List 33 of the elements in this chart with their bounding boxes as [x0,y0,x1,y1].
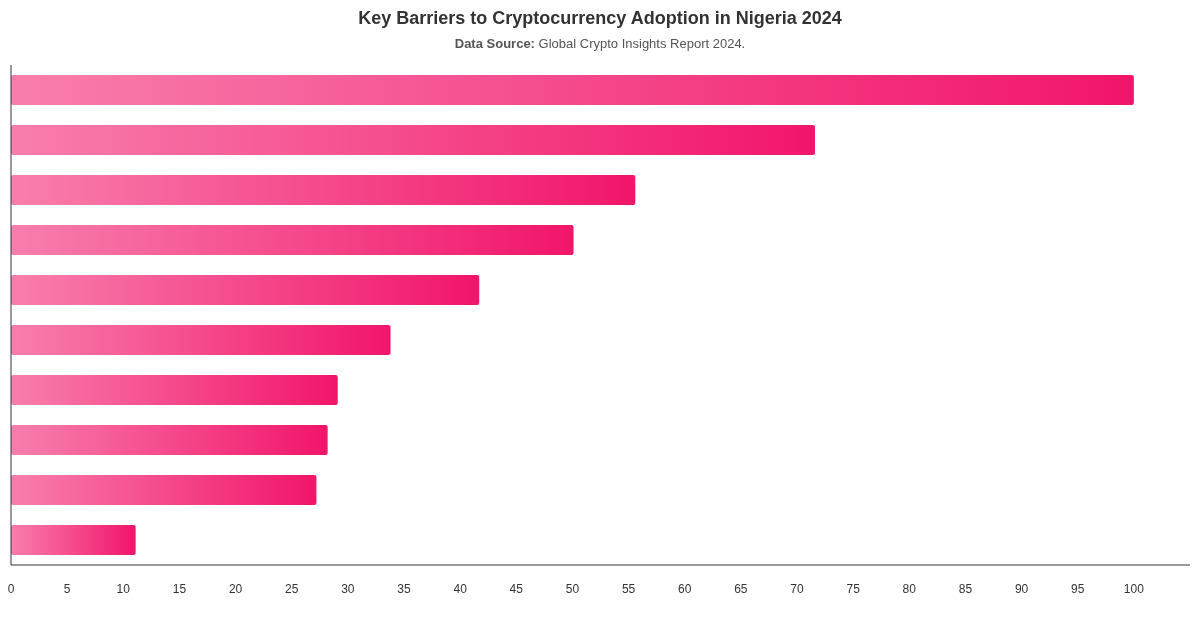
chart-subtitle: Data Source: Global Crypto Insights Report 2024. [454,36,746,51]
x-tick-label: 35 [397,582,411,596]
x-tick-label: 0 [7,582,15,596]
bar [11,275,480,305]
bar [11,475,317,505]
x-tick-label: 65 [734,582,748,596]
bar [11,175,636,205]
x-tick-label: 80 [902,582,917,596]
x-tick-label: 85 [958,582,973,596]
x-tick-label: 20 [228,582,243,596]
bar [11,75,1134,105]
x-tick-label: 60 [678,582,692,596]
x-tick-label: 75 [846,582,861,596]
x-tick-label: 45 [509,582,524,596]
bar [11,125,815,155]
x-tick-label: 15 [172,582,187,596]
bar [11,225,574,255]
x-tick-label: 5 [63,582,71,596]
x-tick-label: 70 [790,582,804,596]
x-tick-label: 95 [1071,582,1085,596]
bar [11,525,136,555]
x-tick-label: 55 [621,582,636,596]
x-tick-label: 100 [1123,582,1145,596]
x-tick-label: 30 [341,582,355,596]
x-tick-label: 90 [1014,582,1029,596]
x-tick-label: 10 [116,582,131,596]
x-tick-label: 25 [285,582,299,596]
bar [11,325,391,355]
chart-title: Key Barriers to Cryptocurrency Adoption in Nigeria 2024 [358,8,842,28]
bar [11,375,338,405]
x-tick-label: 50 [565,582,580,596]
bar [11,425,328,455]
x-tick-label: 40 [453,582,468,596]
